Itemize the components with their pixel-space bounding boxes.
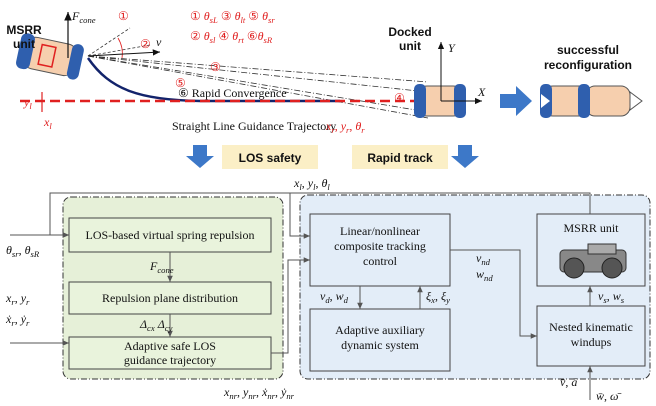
stage-arrow — [186, 145, 214, 168]
input-signal: w̄, ω̄ — [596, 389, 621, 403]
block-label: composite tracking — [334, 239, 426, 253]
text-part: ② — [190, 29, 204, 43]
docked-label: unit — [399, 39, 421, 53]
axis-label: X — [477, 85, 486, 99]
offset-label: xl — [43, 115, 52, 131]
line-marker: ③ — [210, 60, 221, 74]
text-part: ⑥ — [244, 29, 258, 43]
subscript: d — [344, 295, 349, 305]
subscript: sR — [31, 249, 40, 259]
text-part: ⑥ — [178, 86, 189, 100]
output-signal: xnr, ynr, ẋnr, ẏnr — [223, 385, 295, 401]
stage-arrow — [451, 145, 479, 168]
subscript: cy — [165, 323, 173, 333]
feedback-signal: xl, yl, θl — [293, 176, 330, 192]
offset-label: yl — [23, 95, 32, 111]
block-label: Repulsion plane distribution — [102, 291, 238, 305]
block-label: MSRR unit — [563, 221, 619, 235]
subscript: l — [327, 182, 330, 192]
block-label: Nested kinematic — [549, 320, 633, 334]
block-label: windups — [571, 335, 612, 349]
subscript: sR — [264, 35, 273, 45]
symbol: w — [613, 289, 621, 303]
signal-label: vs, ws — [598, 289, 625, 305]
block-label: guidance trajectory — [124, 353, 216, 367]
subscript: cx — [147, 323, 155, 333]
subscript: nd — [481, 257, 490, 267]
symbol: Δ — [157, 317, 165, 331]
force-label: Fcone — [71, 9, 96, 25]
subscript: nr — [286, 391, 294, 401]
line-marker: ① — [118, 9, 129, 23]
axis-label: Y — [448, 41, 456, 55]
symbol: w — [476, 267, 484, 281]
symbol: w — [336, 289, 344, 303]
text-part: w̄ — [596, 389, 604, 403]
subscript: nd — [484, 273, 493, 283]
subscript: l — [49, 121, 52, 131]
subscript: r — [361, 125, 365, 135]
legend-row: ② θsl ④ θrt ⑥θsR — [190, 29, 273, 45]
velocity-label: v — [156, 35, 162, 49]
text-part: ⑤ — [245, 9, 262, 23]
result-label: reconfiguration — [544, 58, 632, 72]
block-label: Linear/nonlinear — [340, 224, 420, 238]
input-signal: xr, yr — [5, 291, 30, 307]
docked-label: Docked — [388, 25, 431, 39]
block-label: dynamic system — [341, 338, 419, 352]
subscript: r — [26, 297, 30, 307]
text-part: ③ — [218, 9, 235, 23]
stage-label: Rapid track — [367, 151, 433, 165]
legend-row: ① θsL ③ θlt ⑤ θsr — [190, 9, 275, 25]
trajectory-label: Straight Line Guidance Trajectory — [172, 119, 336, 133]
robot-label: unit — [13, 37, 35, 51]
block-label: LOS-based virtual spring repulsion — [86, 228, 255, 242]
input-signal: θsr, θsR — [6, 243, 40, 259]
subscript: r — [26, 318, 30, 328]
page: {"illustration": { "msrr_unit": ["MSRR",… — [0, 0, 656, 406]
stage-label: LOS safety — [239, 151, 302, 165]
input-signal: ẋr, ẏr — [5, 312, 30, 328]
line-marker: ④ — [394, 91, 405, 105]
symbol: Δ — [139, 317, 147, 331]
subscript: sL — [210, 15, 218, 25]
text-part: ① — [190, 9, 204, 23]
text-part: Rapid Convergence — [189, 86, 287, 100]
result-arrow — [500, 86, 532, 116]
line-marker: ② — [140, 37, 151, 51]
subscript: sr — [268, 15, 275, 25]
reconfigured-robots — [540, 84, 642, 118]
subscript: l — [29, 101, 32, 111]
input-signal: v̄, ā — [560, 375, 577, 389]
block-label: Adaptive safe LOS — [124, 339, 216, 353]
subscript: cone — [79, 15, 95, 25]
text-part: ā — [571, 375, 577, 389]
text-part: ω̄ — [610, 389, 621, 403]
text-part: ④ — [215, 29, 232, 43]
block-label: control — [363, 254, 398, 268]
robot-label: MSRR — [6, 23, 42, 37]
result-label: successful — [557, 43, 619, 57]
block-label: Adaptive auxiliary — [335, 323, 425, 337]
target-pose: xr, yr, θr — [325, 119, 365, 135]
convergence-label: ⑥ Rapid Convergence — [178, 86, 287, 100]
subscript: cone — [157, 265, 173, 275]
subscript: y — [445, 295, 450, 305]
diagram: MSRRunitFcone① θsL ③ θlt ⑤ θsr② θsl ④ θr… — [0, 0, 656, 406]
